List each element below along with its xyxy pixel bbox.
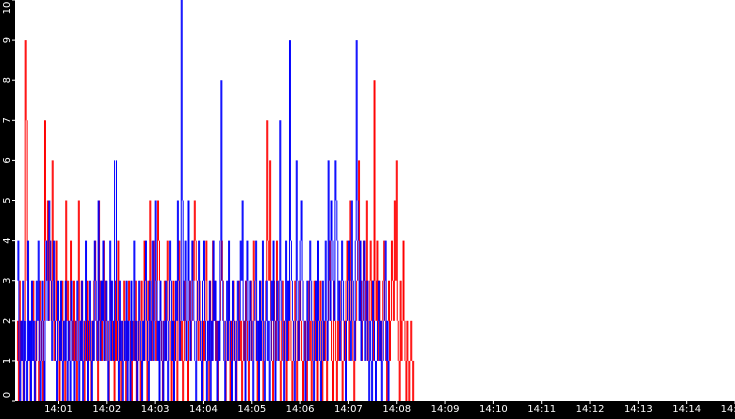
- x-tick-label: 14:15: [721, 404, 735, 415]
- y-tick-label: 8: [2, 77, 13, 83]
- x-tick-label: 14:03: [141, 404, 170, 415]
- x-tick-label: 14:11: [527, 404, 556, 415]
- y-tick-label: 0: [2, 392, 13, 398]
- x-tick-label: 14:13: [624, 404, 653, 415]
- y-tick-label: 6: [2, 157, 13, 163]
- x-tick-label: 14:08: [382, 404, 411, 415]
- y-tick-label: 1: [2, 358, 13, 364]
- x-tick-label: 14:06: [286, 404, 315, 415]
- y-tick-label: 4: [2, 237, 13, 243]
- x-tick-label: 14:02: [92, 404, 121, 415]
- series-blue: [17, 0, 390, 401]
- y-axis: 0 1 2 3 4 5 6 7 8 9 10: [2, 0, 15, 402]
- x-tick-label: 14:07: [334, 404, 363, 415]
- x-tick-label: 14:12: [576, 404, 605, 415]
- x-tick-label: 14:09: [431, 404, 460, 415]
- x-tick-label: 14:05: [237, 404, 266, 415]
- y-tick-label: 9: [2, 37, 13, 43]
- y-tick-label: 2: [2, 318, 13, 324]
- x-tick-label: 14:04: [189, 404, 218, 415]
- y-tick-label: 10: [2, 2, 13, 15]
- y-tick-label: 7: [2, 117, 13, 123]
- x-tick-label: 14:01: [44, 404, 73, 415]
- series-layer: [16, 0, 415, 401]
- x-tick-label: 14:14: [672, 404, 701, 415]
- y-tick-label: 3: [2, 278, 13, 284]
- x-tick-label: 14:10: [479, 404, 508, 415]
- x-axis: 14:01 14:02 14:03 14:04 14:05 14:06 14:07 14:08…: [44, 401, 735, 415]
- y-tick-label: 5: [2, 197, 13, 203]
